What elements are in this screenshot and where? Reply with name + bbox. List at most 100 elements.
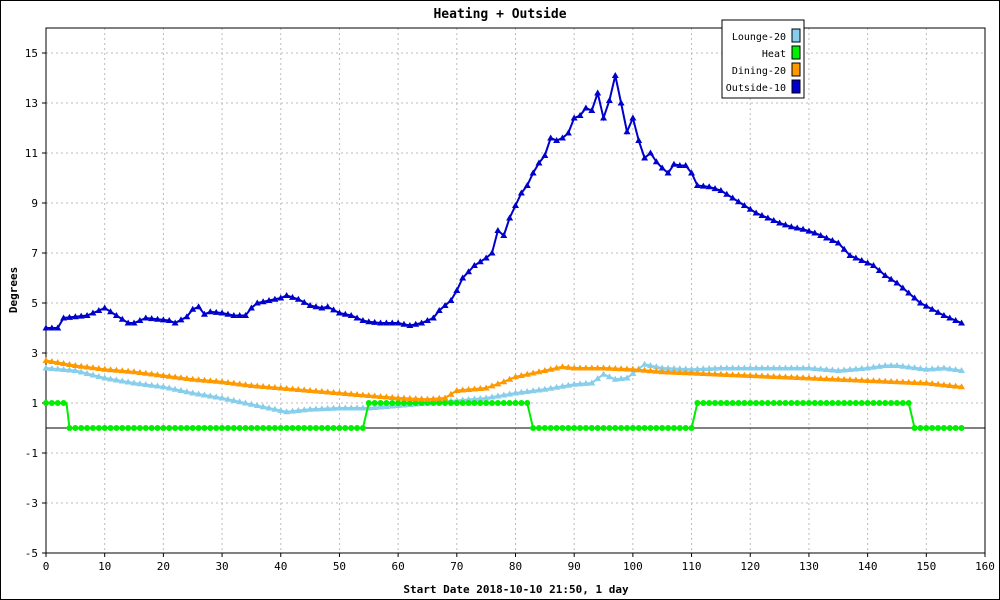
series-marker [782, 400, 789, 406]
series-marker [283, 385, 291, 391]
series-marker [518, 400, 525, 406]
series-marker [206, 377, 214, 384]
y-tick-label: -3 [25, 497, 38, 510]
series-marker [465, 400, 472, 406]
series-marker [611, 72, 619, 78]
series-marker [48, 400, 55, 406]
series-marker [729, 364, 737, 371]
series-marker [77, 362, 85, 369]
series-marker [494, 400, 501, 406]
series-marker [611, 365, 619, 371]
series-marker [54, 359, 62, 365]
x-tick-label: 20 [157, 560, 170, 573]
series-marker [594, 89, 602, 96]
series-marker [582, 425, 589, 431]
series-marker [259, 403, 267, 410]
legend-swatch [791, 45, 801, 60]
series-marker [570, 380, 578, 387]
series-marker [406, 322, 414, 328]
y-tick-label: 3 [31, 347, 38, 360]
series-marker [541, 367, 549, 373]
series-marker [905, 289, 913, 296]
series-marker [788, 400, 795, 406]
series-marker [699, 370, 707, 376]
series-marker [324, 425, 331, 431]
series-marker [623, 365, 631, 372]
series-marker [770, 217, 778, 223]
series-marker [148, 315, 156, 322]
series-marker [118, 377, 126, 384]
series-marker [89, 364, 97, 371]
series-marker [324, 303, 332, 310]
series-marker [124, 378, 132, 385]
series-marker [265, 383, 273, 390]
legend: Lounge-20 Heat Dining-20 Outside-10 [721, 19, 805, 99]
series-marker [641, 366, 649, 373]
series-marker [688, 369, 696, 376]
series-marker [735, 198, 743, 205]
series-marker [834, 367, 842, 373]
series-marker [189, 425, 196, 431]
series-marker [817, 365, 825, 372]
series-marker [312, 387, 320, 394]
x-axis-label: Start Date 2018-10-10 21:50, 1 day [403, 583, 629, 596]
series-marker [341, 390, 349, 396]
series-marker [958, 367, 966, 373]
series-marker [242, 399, 250, 406]
series-marker [559, 425, 566, 431]
series-marker [353, 314, 361, 321]
series-marker [201, 425, 208, 431]
series-marker [318, 405, 326, 412]
series-marker [335, 309, 343, 316]
series-marker [371, 404, 379, 410]
series-marker [787, 373, 795, 380]
series-marker [347, 390, 355, 397]
series-marker [746, 205, 754, 212]
series-marker [876, 400, 883, 406]
series-marker [740, 202, 748, 208]
series-marker [430, 400, 437, 406]
x-tick-label: 60 [392, 560, 405, 573]
series-marker [729, 194, 737, 201]
series-marker [394, 319, 402, 326]
series-marker [512, 389, 519, 396]
series-marker [195, 303, 203, 310]
series-marker [195, 376, 203, 383]
series-marker [922, 365, 930, 372]
x-tick-label: 100 [623, 560, 643, 573]
series-marker [488, 249, 496, 256]
series-marker [353, 391, 361, 397]
series-marker [682, 369, 690, 376]
series-marker [371, 400, 378, 406]
legend-label: Dining-20 [732, 66, 786, 77]
series-marker [764, 372, 772, 379]
series-marker [95, 425, 102, 431]
series-marker [846, 366, 854, 372]
series-marker [200, 391, 208, 398]
y-tick-label: -1 [25, 447, 38, 460]
series-marker [600, 364, 608, 371]
series-marker [787, 223, 795, 230]
series-marker [101, 304, 109, 311]
series-marker [359, 391, 367, 398]
series-marker [294, 407, 302, 413]
series-marker [177, 316, 185, 323]
series-marker [940, 381, 948, 388]
series-marker [571, 425, 578, 431]
series-marker [887, 362, 895, 368]
series-marker [377, 393, 385, 399]
series-marker [230, 312, 238, 318]
series-marker [312, 405, 320, 412]
series-marker [658, 368, 666, 375]
series-marker [412, 395, 420, 402]
series-marker [482, 254, 490, 261]
series-marker [160, 425, 167, 431]
series-marker [776, 364, 784, 371]
y-axis-label: Degrees [7, 267, 20, 313]
series-marker [846, 252, 854, 258]
series-marker [588, 425, 595, 431]
series-marker [875, 377, 883, 384]
series-marker [553, 137, 561, 143]
series-marker [488, 382, 496, 389]
series-marker [306, 302, 314, 308]
